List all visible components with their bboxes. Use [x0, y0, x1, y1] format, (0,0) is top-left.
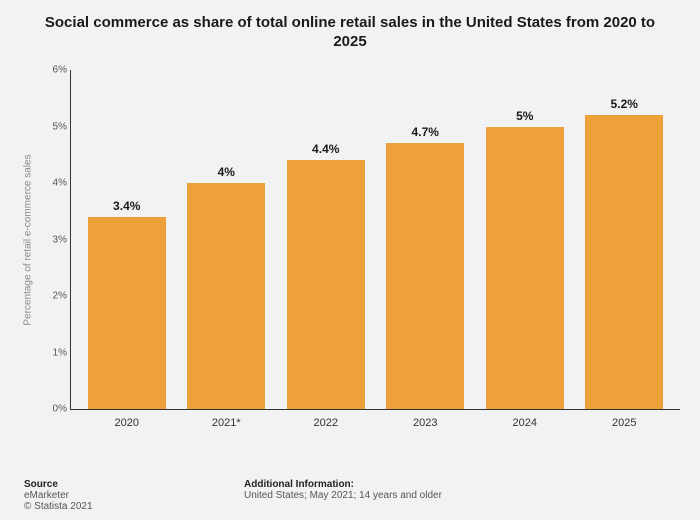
bar-value-label: 3.4% — [113, 199, 140, 213]
bars-container: 3.4%20204%2021*4.4%20224.7%20235%20245.2… — [71, 70, 680, 409]
additional-info-block: Additional Information: United States; M… — [244, 479, 442, 501]
x-tick-label: 2021* — [212, 417, 241, 429]
x-tick-label: 2025 — [612, 417, 636, 429]
additional-info-text: United States; May 2021; 14 years and ol… — [244, 490, 442, 501]
x-tick-label: 2022 — [314, 417, 338, 429]
y-tick-label: 1% — [41, 347, 67, 358]
bar-value-label: 4% — [218, 165, 235, 179]
x-tick-label: 2020 — [115, 417, 139, 429]
bar-slot: 4.4%2022 — [276, 70, 376, 409]
bar-slot: 4%2021* — [177, 70, 277, 409]
bar: 5% — [486, 127, 564, 410]
chart-footer: Source eMarketer © Statista 2021 Additio… — [24, 479, 680, 512]
bar-value-label: 4.4% — [312, 142, 339, 156]
plot-area: 3.4%20204%2021*4.4%20224.7%20235%20245.2… — [70, 70, 680, 410]
chart-area: 3.4%20204%2021*4.4%20224.7%20235%20245.2… — [70, 70, 680, 430]
bar-value-label: 4.7% — [412, 125, 439, 139]
bar: 4.4% — [287, 160, 365, 409]
y-tick-label: 0% — [41, 404, 67, 415]
bar-slot: 5%2024 — [475, 70, 575, 409]
y-tick-label: 6% — [41, 65, 67, 76]
bar-value-label: 5.2% — [611, 97, 638, 111]
bar: 3.4% — [88, 217, 166, 409]
y-tick-label: 4% — [41, 178, 67, 189]
bar: 4% — [187, 183, 265, 409]
x-tick-label: 2023 — [413, 417, 437, 429]
x-tick-label: 2024 — [513, 417, 537, 429]
y-tick-label: 3% — [41, 234, 67, 245]
copyright-text: © Statista 2021 — [24, 501, 680, 512]
bar: 4.7% — [386, 143, 464, 409]
additional-info-heading: Additional Information: — [244, 479, 442, 490]
y-tick-label: 5% — [41, 121, 67, 132]
bar-slot: 3.4%2020 — [77, 70, 177, 409]
bar-value-label: 5% — [516, 109, 533, 123]
bar-slot: 4.7%2023 — [376, 70, 476, 409]
y-tick-label: 2% — [41, 291, 67, 302]
bar-slot: 5.2%2025 — [575, 70, 675, 409]
chart-title: Social commerce as share of total online… — [0, 0, 700, 56]
bar: 5.2% — [585, 115, 663, 409]
y-axis-label: Percentage of retail e-commerce sales — [23, 154, 34, 325]
